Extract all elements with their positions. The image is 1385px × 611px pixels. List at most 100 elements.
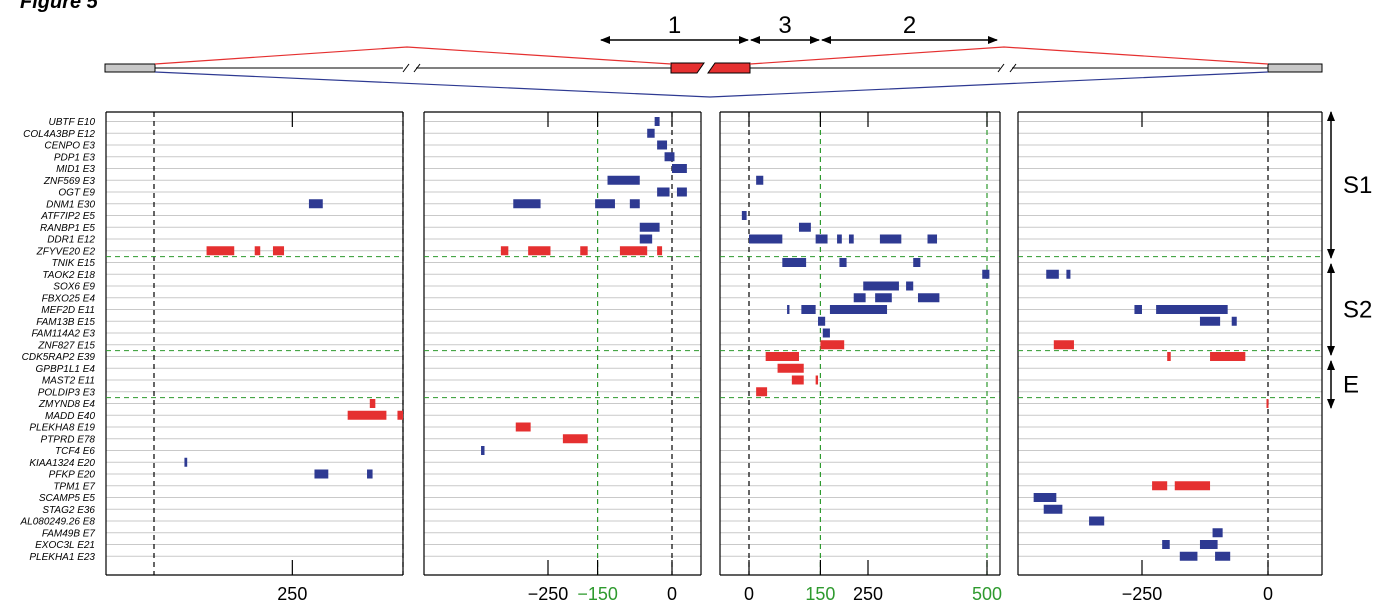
segment-red — [1210, 352, 1246, 361]
alt-exon-part-1 — [670, 62, 705, 74]
row-label: FAM13B E15 — [36, 317, 95, 328]
segment-blue — [314, 469, 329, 479]
segment-blue — [927, 234, 938, 244]
segment-blue — [875, 293, 892, 303]
group-brackets: S1 S2 E — [1327, 111, 1372, 409]
alt-exon-part-2 — [707, 62, 751, 74]
segment-red — [562, 434, 588, 444]
row-label: ZNF569 E3 — [43, 176, 96, 187]
tick-label: 0 — [667, 584, 677, 604]
inclusion-junction-downstream — [749, 46, 1269, 65]
row-label: ZFYVE20 E2 — [36, 246, 96, 257]
region-label-2: 2 — [903, 12, 916, 39]
segment-blue — [664, 152, 675, 162]
segment-red — [619, 246, 648, 256]
segment-blue — [1043, 504, 1063, 514]
segment-blue — [1199, 316, 1221, 326]
panel-1: 250 — [105, 111, 404, 604]
group-label-S1: S1 — [1343, 172, 1372, 199]
segment-blue — [513, 199, 541, 209]
segment-blue — [184, 457, 188, 467]
segment-blue — [1156, 305, 1228, 314]
tick-label: 0 — [744, 584, 754, 604]
row-label: TNIK E15 — [52, 258, 96, 269]
segment-blue — [1212, 528, 1223, 538]
row-label: SCAMP5 E5 — [39, 493, 96, 504]
segment-blue — [879, 234, 902, 244]
region-arrows: 1 3 2 — [600, 12, 998, 44]
row-label: FAM49B E7 — [42, 528, 96, 539]
group-label-E: E — [1343, 372, 1359, 399]
segment-blue — [308, 199, 323, 209]
segment-blue — [815, 234, 828, 244]
segment-red — [765, 352, 799, 361]
segment-blue — [672, 164, 687, 173]
intron-break-mark-4 — [1009, 63, 1017, 73]
segment-red — [791, 375, 804, 385]
segment-red — [1053, 340, 1074, 350]
row-label: ZMYND8 E4 — [38, 399, 96, 410]
region-label-1: 1 — [668, 12, 681, 39]
row-label: PTPRD E78 — [41, 434, 96, 445]
panel-4: −250 0 — [1017, 111, 1323, 604]
segment-blue — [657, 140, 668, 150]
group-label-S2: S2 — [1343, 297, 1372, 324]
segment-blue — [787, 305, 790, 314]
segment-blue — [798, 222, 811, 232]
skipping-junction — [154, 71, 1269, 98]
segment-blue — [782, 258, 807, 267]
segment-blue — [741, 211, 747, 220]
tick-label: −250 — [528, 584, 569, 604]
segment-blue — [481, 446, 485, 455]
segment-blue — [1066, 269, 1071, 279]
segment-blue — [848, 234, 854, 244]
segment-red — [369, 399, 376, 408]
segment-blue — [676, 187, 687, 197]
gene-model — [104, 46, 1323, 98]
segment-red — [254, 246, 261, 256]
intron-break-mark-2 — [413, 63, 421, 73]
segment-blue — [1179, 551, 1198, 561]
segment-blue — [1089, 516, 1105, 526]
row-label: PDP1 E3 — [54, 152, 96, 163]
segment-blue — [1033, 493, 1057, 502]
row-label: GPBP1L1 E4 — [36, 364, 96, 375]
segment-blue — [839, 258, 847, 267]
row-label: MEF2D E11 — [41, 305, 95, 316]
row-label: AL080249.26 E8 — [19, 517, 95, 528]
segment-red — [1167, 352, 1171, 361]
tick-label: −150 — [577, 584, 618, 604]
row-label: POLDIP3 E3 — [38, 387, 96, 398]
row-label: TCF4 E6 — [55, 446, 95, 457]
row-label: STAG2 E36 — [42, 505, 95, 516]
tick-label: 500 — [972, 584, 1002, 604]
figure-title: Figure 5 — [20, 0, 98, 13]
row-label: EXOC3L E21 — [35, 540, 95, 551]
segment-blue — [647, 128, 655, 138]
row-label: CENPO E3 — [44, 141, 95, 152]
segment-red — [815, 375, 819, 385]
row-label: RANBP1 E5 — [40, 223, 95, 234]
segment-blue — [595, 199, 615, 209]
segment-blue — [639, 222, 660, 232]
row-label: DDR1 E12 — [47, 235, 95, 246]
segment-blue — [853, 293, 866, 303]
row-label: SOX6 E9 — [53, 282, 95, 293]
constitutive-exon-right — [1267, 63, 1323, 73]
segment-blue — [1215, 551, 1231, 561]
row-label: CDK5RAP2 E39 — [22, 352, 96, 363]
segment-red — [515, 422, 531, 432]
segment-red — [272, 246, 285, 256]
row-label: UBTF E10 — [49, 117, 96, 128]
row-label: DNM1 E30 — [46, 199, 95, 210]
segments — [184, 117, 1269, 561]
segment-blue — [657, 187, 670, 197]
panel-3: 0 150 250 500 — [719, 111, 1002, 604]
segment-blue — [756, 175, 764, 185]
segment-red — [500, 246, 509, 256]
row-label: TPM1 E7 — [53, 481, 95, 492]
row-label: COL4A3BP E12 — [23, 129, 95, 140]
row-label: KIAA1324 E20 — [29, 458, 95, 469]
segment-blue — [749, 234, 783, 244]
